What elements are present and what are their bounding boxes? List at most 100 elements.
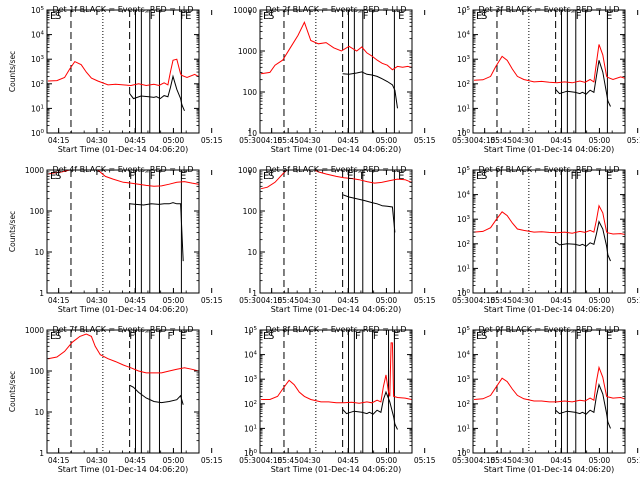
event-annotation: S: [55, 171, 61, 182]
x-tick-label: 05:15: [201, 296, 223, 305]
y-tick-label: 100: [243, 207, 258, 216]
lld-series-red: [473, 365, 625, 403]
panel-title: Det 9f BLACK = Events, RED = LLD: [478, 325, 619, 334]
x-tick-label: 05:45: [490, 296, 512, 305]
event-annotation: E: [476, 331, 482, 342]
event-annotation: E: [476, 11, 482, 22]
event-annotation: E: [50, 331, 56, 342]
event-annotation: E: [180, 331, 186, 342]
y-tick-label: 1: [39, 289, 44, 298]
event-annotation: E: [606, 331, 612, 342]
event-annotation: S: [481, 331, 487, 342]
x-tick-label: 04:15: [474, 136, 496, 145]
detector-panel-3: 100 101 102 103 104 105 04:15 04:30 04:45 05:00 05…: [457, 5, 640, 154]
plot-frame: [472, 9, 626, 134]
x-axis-label: Start Time (01-Dec-14 04:06:20): [271, 305, 402, 314]
x-axis-label: Start Time (01-Dec-14 04:06:20): [484, 305, 615, 314]
y-tick-label: 101: [457, 424, 470, 433]
lld-series-red: [47, 58, 199, 87]
event-annotation: F: [150, 11, 156, 22]
x-tick-label: 04:45: [550, 296, 572, 305]
event-annotation: E: [263, 11, 269, 22]
x-tick-label: 04:30: [512, 456, 534, 465]
x-tick-label: 04:30: [299, 456, 321, 465]
x-tick-label: 04:30: [86, 456, 108, 465]
x-tick-label: 05:00: [589, 136, 611, 145]
x-tick-label: 04:30: [299, 296, 321, 305]
y-tick-label: 100: [31, 129, 45, 138]
x-tick-label: 05:00: [163, 296, 185, 305]
x-tick-label: 05:30: [452, 296, 474, 305]
y-tick-label: 105: [244, 326, 258, 335]
x-tick-label: 04:15: [261, 456, 283, 465]
event-annotation: F: [129, 171, 135, 182]
x-tick-label: 04:30: [86, 296, 108, 305]
events-series-black: [129, 384, 184, 405]
y-axis-label: Counts/sec: [8, 51, 17, 92]
event-annotation: F: [363, 11, 369, 22]
y-tick-label: 10: [34, 408, 44, 417]
detector-panel-7: 1 10 100 1000 04:15 04:30 04:45 05:00 05:15 05:30…: [8, 325, 299, 474]
plot-frame: [259, 169, 413, 294]
y-tick-label: 100: [30, 207, 45, 216]
x-tick-label: 05:15: [201, 136, 223, 145]
event-annotation: E: [393, 331, 399, 342]
event-annotation: F: [180, 11, 186, 22]
lld-series-red: [473, 204, 625, 235]
plot-frame: [46, 169, 200, 294]
y-tick-label: 100: [244, 449, 258, 458]
x-tick-label: 04:15: [474, 456, 496, 465]
lld-series-red: [47, 170, 199, 187]
y-tick-label: 101: [244, 424, 257, 433]
x-tick-label: 04:30: [512, 136, 534, 145]
panel-title: Det 5f BLACK = Events, RED = LLD: [265, 165, 406, 174]
y-tick-label: 1000: [238, 47, 257, 56]
x-tick-label: 05:45: [277, 136, 299, 145]
y-tick-label: 102: [31, 80, 44, 89]
x-axis-label: Start Time (01-Dec-14 04:06:20): [484, 465, 615, 474]
y-tick-label: 100: [30, 367, 45, 376]
events-series-black: [342, 390, 398, 430]
detector-panel-1: 100 101 102 103 104 105 04:15 04:30 04:45 05:00 05…: [8, 5, 299, 154]
event-annotation: E: [263, 331, 269, 342]
x-tick-label: 04:45: [124, 296, 146, 305]
x-tick-label: 05:15: [627, 136, 640, 145]
x-tick-label: 05:30: [452, 136, 474, 145]
event-annotation: E: [606, 171, 612, 182]
x-tick-label: 04:15: [48, 136, 70, 145]
x-axis-label: Start Time (01-Dec-14 04:06:20): [58, 465, 189, 474]
x-tick-label: 04:15: [48, 456, 70, 465]
y-tick-label: 102: [457, 80, 470, 89]
event-annotation: F: [373, 331, 379, 342]
x-tick-label: 05:45: [277, 456, 299, 465]
y-tick-label: 103: [457, 55, 471, 64]
panel-title: Det 3f BLACK = Events, RED = LLD: [478, 5, 619, 14]
event-annotation: F: [355, 331, 361, 342]
y-tick-label: 104: [457, 351, 471, 360]
events-series-black: [342, 71, 398, 109]
x-tick-label: 05:30: [239, 456, 261, 465]
x-tick-label: 04:15: [474, 296, 496, 305]
events-series-black: [129, 74, 185, 111]
y-tick-label: 104: [31, 31, 45, 40]
event-annotation: S: [268, 331, 274, 342]
y-tick-label: 103: [457, 375, 471, 384]
y-axis-label: Counts/sec: [8, 371, 17, 412]
y-tick-label: 105: [457, 166, 471, 175]
detector-panel-8: 100 101 102 103 104 105 04:15 04:30 04:45 05:00 05…: [244, 325, 512, 474]
x-tick-label: 05:00: [589, 456, 611, 465]
x-axis-label: Start Time (01-Dec-14 04:06:20): [58, 145, 189, 154]
x-tick-label: 05:30: [452, 456, 474, 465]
x-tick-label: 04:45: [550, 456, 572, 465]
x-tick-label: 04:45: [550, 136, 572, 145]
event-annotation: E: [398, 171, 404, 182]
x-axis-label: Start Time (01-Dec-14 04:06:20): [271, 145, 402, 154]
x-tick-label: 04:30: [512, 296, 534, 305]
events-series-black: [555, 220, 611, 262]
x-tick-label: 05:30: [239, 136, 261, 145]
y-tick-label: 101: [457, 104, 470, 113]
detector-panel-6: 100 101 102 103 104 105 04:15 04:30 04:45 05:00 05…: [457, 165, 640, 314]
x-tick-label: 05:15: [414, 456, 436, 465]
x-tick-label: 05:15: [627, 296, 640, 305]
event-annotation: E: [50, 11, 56, 22]
